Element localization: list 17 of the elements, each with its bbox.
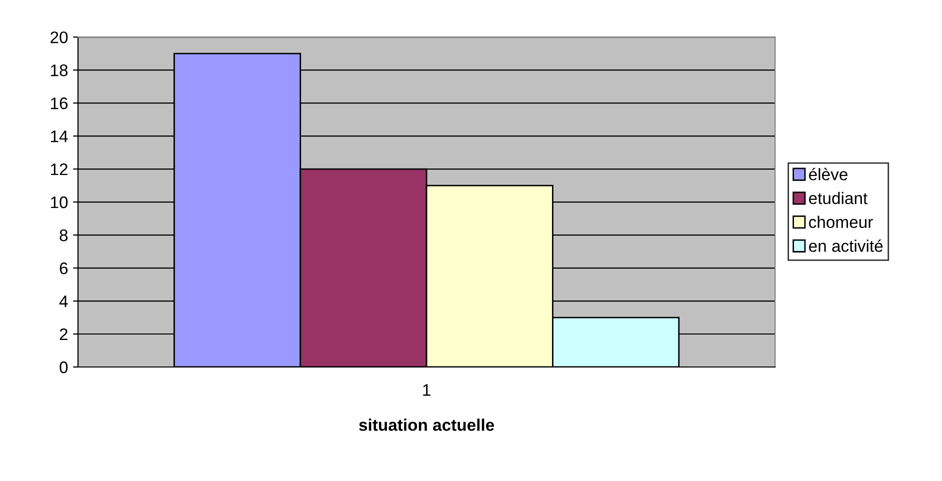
y-tick-label: 16 bbox=[51, 97, 68, 110]
y-tick-label: 8 bbox=[60, 229, 68, 242]
legend-label: chomeur bbox=[809, 216, 873, 228]
legend-label: etudiant bbox=[809, 192, 868, 204]
x-axis-title: situation actuelle bbox=[359, 418, 494, 431]
x-tick-label: 1 bbox=[423, 384, 430, 396]
y-tick-label: 6 bbox=[60, 262, 68, 274]
y-tick-label: 4 bbox=[59, 296, 68, 308]
y-tick-label: 14 bbox=[51, 130, 68, 142]
legend-label: en activité bbox=[809, 239, 883, 252]
y-tick-label: 0 bbox=[60, 361, 68, 374]
y-tick-label: 2 bbox=[60, 328, 68, 340]
legend-label: élève bbox=[809, 168, 848, 180]
y-tick-label: 10 bbox=[51, 196, 68, 208]
y-tick-label: 18 bbox=[51, 64, 68, 76]
y-tick-label: 12 bbox=[51, 163, 68, 176]
y-tick-label: 20 bbox=[50, 31, 68, 44]
